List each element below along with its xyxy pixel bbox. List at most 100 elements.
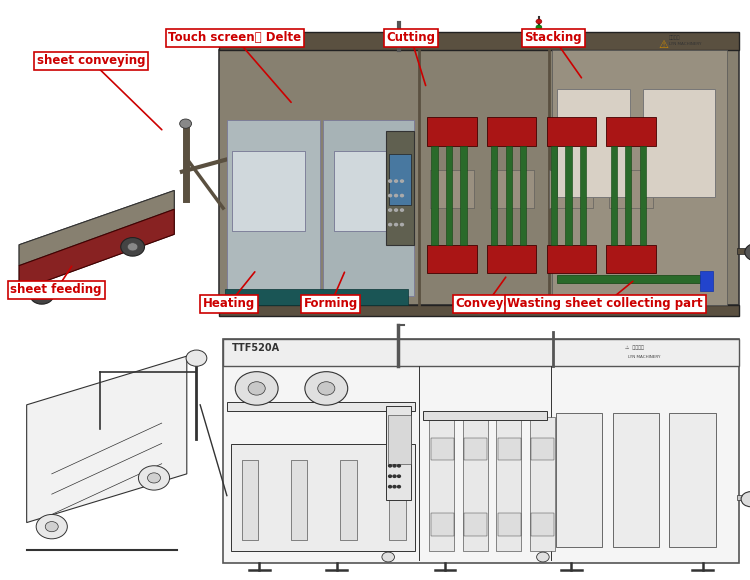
Circle shape bbox=[304, 372, 348, 405]
FancyBboxPatch shape bbox=[386, 407, 412, 500]
FancyBboxPatch shape bbox=[490, 170, 534, 208]
Circle shape bbox=[180, 119, 191, 128]
Circle shape bbox=[536, 19, 542, 24]
Circle shape bbox=[186, 350, 207, 367]
Text: Touch screen： Delte: Touch screen： Delte bbox=[169, 31, 302, 44]
Circle shape bbox=[382, 552, 394, 562]
FancyBboxPatch shape bbox=[580, 146, 586, 245]
Text: ⚠  力威机械: ⚠ 力威机械 bbox=[626, 346, 644, 350]
Circle shape bbox=[393, 485, 396, 488]
Circle shape bbox=[388, 475, 392, 477]
Text: Cutting: Cutting bbox=[386, 31, 436, 44]
Polygon shape bbox=[19, 209, 174, 291]
Text: Wasting sheet collecting part: Wasting sheet collecting part bbox=[508, 298, 703, 310]
Circle shape bbox=[37, 291, 47, 299]
Circle shape bbox=[741, 492, 750, 507]
FancyBboxPatch shape bbox=[491, 146, 497, 245]
FancyBboxPatch shape bbox=[552, 50, 727, 304]
Circle shape bbox=[121, 238, 145, 256]
Polygon shape bbox=[19, 190, 174, 291]
FancyBboxPatch shape bbox=[220, 304, 739, 316]
Circle shape bbox=[388, 180, 392, 182]
FancyBboxPatch shape bbox=[430, 418, 454, 552]
Circle shape bbox=[393, 465, 396, 467]
FancyBboxPatch shape bbox=[607, 245, 656, 274]
FancyBboxPatch shape bbox=[547, 245, 596, 274]
Text: sheet feeding: sheet feeding bbox=[10, 284, 102, 296]
Circle shape bbox=[128, 243, 138, 251]
FancyBboxPatch shape bbox=[430, 170, 474, 208]
Circle shape bbox=[388, 209, 392, 211]
FancyBboxPatch shape bbox=[463, 418, 488, 552]
FancyBboxPatch shape bbox=[643, 89, 716, 197]
Circle shape bbox=[139, 466, 170, 490]
FancyBboxPatch shape bbox=[557, 89, 630, 197]
Text: TTF520A: TTF520A bbox=[232, 343, 280, 353]
Circle shape bbox=[318, 382, 334, 395]
FancyBboxPatch shape bbox=[530, 418, 555, 552]
FancyBboxPatch shape bbox=[498, 513, 520, 536]
FancyBboxPatch shape bbox=[389, 460, 406, 541]
FancyBboxPatch shape bbox=[669, 413, 716, 547]
FancyBboxPatch shape bbox=[498, 437, 520, 460]
Circle shape bbox=[400, 180, 404, 182]
Circle shape bbox=[388, 194, 392, 197]
Text: ⚠: ⚠ bbox=[658, 39, 668, 49]
FancyBboxPatch shape bbox=[550, 146, 557, 245]
FancyBboxPatch shape bbox=[224, 339, 739, 366]
FancyBboxPatch shape bbox=[566, 146, 572, 245]
Text: Forming: Forming bbox=[304, 298, 358, 310]
FancyBboxPatch shape bbox=[487, 117, 536, 146]
Circle shape bbox=[398, 475, 400, 477]
FancyBboxPatch shape bbox=[220, 32, 739, 50]
FancyBboxPatch shape bbox=[224, 339, 739, 563]
FancyBboxPatch shape bbox=[431, 146, 437, 245]
Circle shape bbox=[388, 485, 392, 488]
Circle shape bbox=[45, 521, 58, 532]
FancyBboxPatch shape bbox=[737, 248, 750, 253]
Text: Heating: Heating bbox=[203, 298, 255, 310]
Circle shape bbox=[398, 485, 400, 488]
FancyBboxPatch shape bbox=[506, 146, 512, 245]
FancyBboxPatch shape bbox=[386, 132, 414, 245]
Text: LYN MACHINERY: LYN MACHINERY bbox=[628, 355, 661, 359]
FancyBboxPatch shape bbox=[388, 415, 410, 465]
Circle shape bbox=[236, 372, 278, 405]
Text: Stacking: Stacking bbox=[524, 31, 582, 44]
FancyBboxPatch shape bbox=[496, 418, 521, 552]
FancyBboxPatch shape bbox=[609, 170, 653, 208]
Polygon shape bbox=[27, 356, 187, 523]
Circle shape bbox=[394, 209, 398, 211]
FancyBboxPatch shape bbox=[388, 154, 411, 205]
FancyBboxPatch shape bbox=[532, 513, 554, 536]
Circle shape bbox=[388, 223, 392, 226]
FancyBboxPatch shape bbox=[431, 437, 454, 460]
FancyBboxPatch shape bbox=[640, 146, 646, 245]
FancyBboxPatch shape bbox=[556, 413, 602, 547]
FancyBboxPatch shape bbox=[323, 120, 414, 296]
FancyBboxPatch shape bbox=[220, 50, 739, 304]
FancyBboxPatch shape bbox=[547, 117, 596, 146]
FancyBboxPatch shape bbox=[242, 460, 258, 541]
Circle shape bbox=[745, 244, 750, 261]
FancyBboxPatch shape bbox=[700, 271, 713, 291]
Circle shape bbox=[394, 194, 398, 197]
FancyBboxPatch shape bbox=[230, 444, 416, 552]
FancyBboxPatch shape bbox=[737, 495, 750, 500]
FancyBboxPatch shape bbox=[334, 151, 407, 231]
FancyBboxPatch shape bbox=[423, 411, 547, 420]
FancyBboxPatch shape bbox=[625, 146, 632, 245]
FancyBboxPatch shape bbox=[226, 120, 320, 296]
Circle shape bbox=[393, 475, 396, 477]
Text: Conveyor: Conveyor bbox=[455, 298, 518, 310]
Circle shape bbox=[36, 514, 68, 539]
FancyBboxPatch shape bbox=[464, 437, 488, 460]
Circle shape bbox=[536, 552, 549, 562]
Circle shape bbox=[400, 194, 404, 197]
Circle shape bbox=[148, 473, 160, 483]
FancyBboxPatch shape bbox=[226, 402, 416, 411]
Circle shape bbox=[400, 223, 404, 226]
Polygon shape bbox=[19, 190, 174, 266]
Circle shape bbox=[398, 465, 400, 467]
Text: sheet conveying: sheet conveying bbox=[37, 55, 146, 67]
